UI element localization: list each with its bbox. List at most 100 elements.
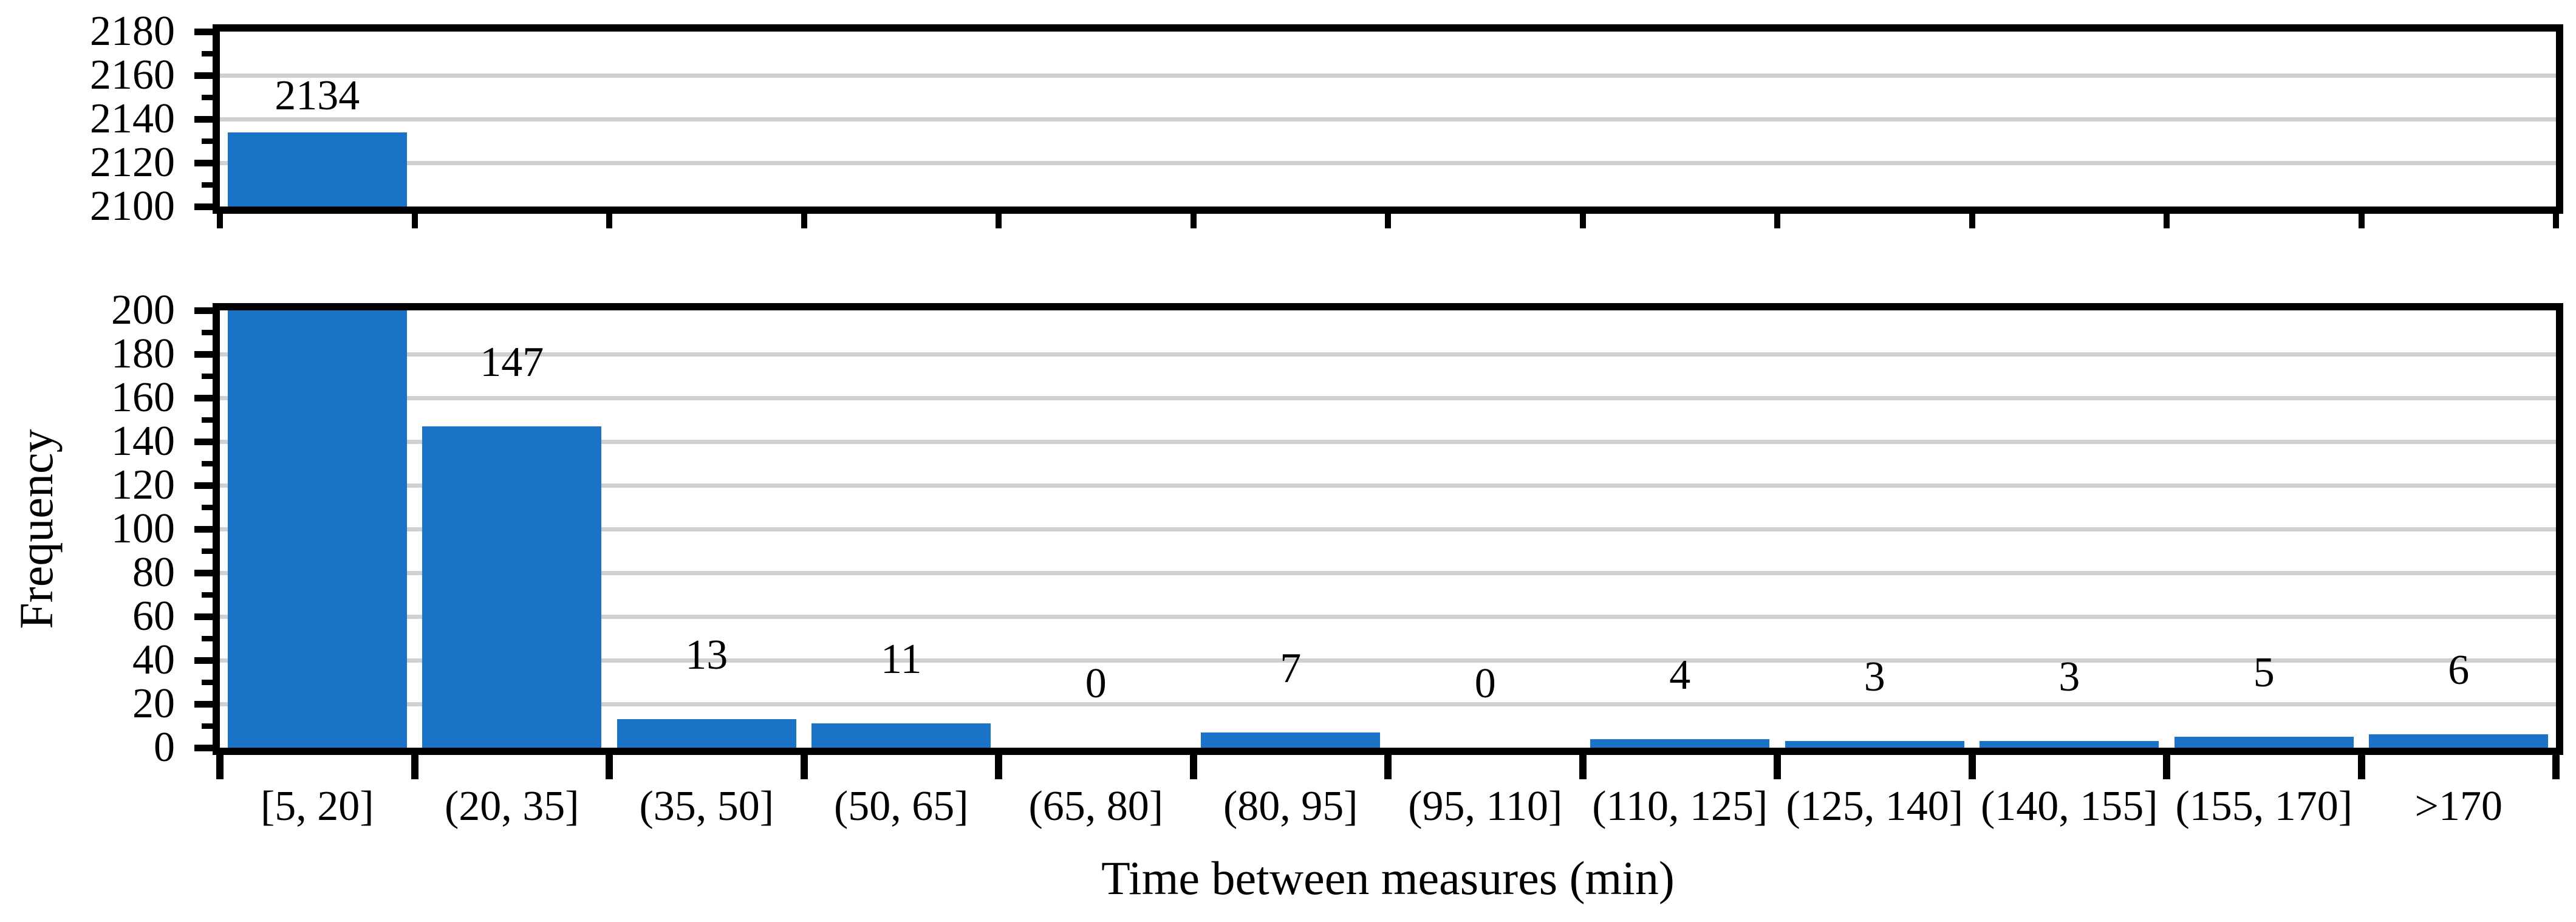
x-tick bbox=[216, 755, 224, 779]
grid-line bbox=[220, 117, 2556, 121]
bar bbox=[227, 132, 407, 207]
bar bbox=[1590, 739, 1770, 748]
y-major-tick bbox=[194, 700, 213, 708]
y-minor-tick bbox=[202, 182, 213, 188]
x-tick bbox=[606, 755, 613, 779]
x-tick bbox=[411, 755, 419, 779]
y-minor-tick bbox=[202, 679, 213, 685]
y-major-tick bbox=[194, 307, 213, 314]
y-tick-label: 40 bbox=[132, 637, 175, 683]
grid-line bbox=[220, 483, 2556, 488]
x-tick bbox=[1189, 755, 1197, 779]
grid-line bbox=[220, 160, 2556, 165]
y-major-tick bbox=[194, 350, 213, 358]
bar bbox=[2174, 737, 2354, 748]
y-major-tick bbox=[194, 203, 213, 210]
bar bbox=[1785, 741, 1964, 748]
y-minor-tick bbox=[202, 94, 213, 100]
x-axis-title: Time between measures (min) bbox=[1101, 852, 1675, 904]
top-axis-panel bbox=[213, 24, 2563, 214]
grid-line bbox=[220, 527, 2556, 531]
grid-line bbox=[220, 439, 2556, 444]
y-major-tick bbox=[194, 569, 213, 576]
y-tick-label: 2160 bbox=[90, 52, 175, 98]
bar-value-label: 0 bbox=[1474, 660, 1496, 707]
bar bbox=[422, 426, 602, 748]
y-tick-label: 60 bbox=[132, 593, 175, 640]
y-minor-tick bbox=[202, 635, 213, 641]
bar-value-label: 147 bbox=[480, 338, 544, 386]
bar-value-label: 7 bbox=[1280, 644, 1302, 692]
bar bbox=[617, 719, 796, 748]
x-tick-label: (20, 35] bbox=[444, 783, 579, 830]
y-tick-label: 160 bbox=[111, 374, 175, 421]
x-tick-label: [5, 20] bbox=[260, 783, 374, 830]
y-major-tick bbox=[194, 744, 213, 751]
y-tick-label: 80 bbox=[132, 549, 175, 596]
x-tick-label: (95, 110] bbox=[1408, 783, 1563, 830]
y-tick-label: 2180 bbox=[90, 8, 175, 55]
y-tick-label: 20 bbox=[132, 680, 175, 727]
y-tick-label: 180 bbox=[111, 330, 175, 377]
bar bbox=[2369, 734, 2549, 748]
grid-line bbox=[220, 395, 2556, 400]
x-tick bbox=[2163, 755, 2170, 779]
x-tick bbox=[800, 755, 808, 779]
y-tick-label: 140 bbox=[111, 418, 175, 465]
x-tick-label: (35, 50] bbox=[639, 783, 774, 830]
bar-value-label: 3 bbox=[2058, 654, 2080, 701]
y-tick-label: 120 bbox=[111, 462, 175, 508]
grid-line bbox=[220, 702, 2556, 706]
bottom-axis-panel bbox=[213, 303, 2563, 755]
x-tick-upper bbox=[1774, 214, 1780, 228]
bar-value-label: 6 bbox=[2448, 647, 2470, 694]
y-tick-label: 0 bbox=[154, 724, 175, 771]
y-minor-tick bbox=[202, 592, 213, 598]
y-major-tick bbox=[194, 394, 213, 401]
grid-line bbox=[220, 614, 2556, 619]
y-major-tick bbox=[194, 28, 213, 35]
bar-value-label: 0 bbox=[1085, 660, 1107, 707]
y-tick-label: 2120 bbox=[90, 139, 175, 186]
y-minor-tick bbox=[202, 548, 213, 554]
y-major-tick bbox=[194, 525, 213, 533]
x-tick-label: (155, 170] bbox=[2175, 783, 2353, 830]
y-major-tick bbox=[194, 438, 213, 445]
y-minor-tick bbox=[202, 329, 213, 335]
x-tick bbox=[2552, 755, 2560, 779]
x-tick-label: (50, 65] bbox=[833, 783, 969, 830]
x-tick-upper bbox=[606, 214, 612, 228]
x-tick bbox=[995, 755, 1002, 779]
y-major-tick bbox=[194, 115, 213, 123]
y-minor-tick bbox=[202, 373, 213, 379]
y-tick-label: 200 bbox=[111, 287, 175, 333]
y-minor-tick bbox=[202, 138, 213, 144]
bar-value-label: 3 bbox=[1864, 654, 1885, 701]
y-minor-tick bbox=[202, 504, 213, 510]
y-minor-tick bbox=[202, 417, 213, 423]
y-minor-tick bbox=[202, 50, 213, 56]
y-tick-label: 100 bbox=[111, 505, 175, 552]
bar-value-label: 11 bbox=[881, 636, 922, 683]
x-tick-upper bbox=[801, 214, 807, 228]
x-tick-label: (80, 95] bbox=[1223, 783, 1358, 830]
x-tick bbox=[1384, 755, 1392, 779]
bar bbox=[1980, 741, 2159, 748]
bar-value-label: 2134 bbox=[275, 72, 360, 119]
y-tick-label: 2100 bbox=[90, 183, 175, 230]
x-tick-upper bbox=[1969, 214, 1975, 228]
grid-line bbox=[220, 73, 2556, 78]
bar-value-label: 13 bbox=[685, 632, 728, 679]
y-major-tick bbox=[194, 72, 213, 79]
bottom-plot-area bbox=[220, 310, 2556, 748]
y-major-tick bbox=[194, 159, 213, 166]
y-major-tick bbox=[194, 657, 213, 664]
x-tick-upper bbox=[1190, 214, 1197, 228]
y-minor-tick bbox=[202, 723, 213, 729]
x-tick-upper bbox=[2553, 214, 2559, 228]
grid-line bbox=[220, 352, 2556, 357]
y-major-tick bbox=[194, 482, 213, 489]
x-tick-label: (65, 80] bbox=[1028, 783, 1164, 830]
y-major-tick bbox=[194, 613, 213, 620]
